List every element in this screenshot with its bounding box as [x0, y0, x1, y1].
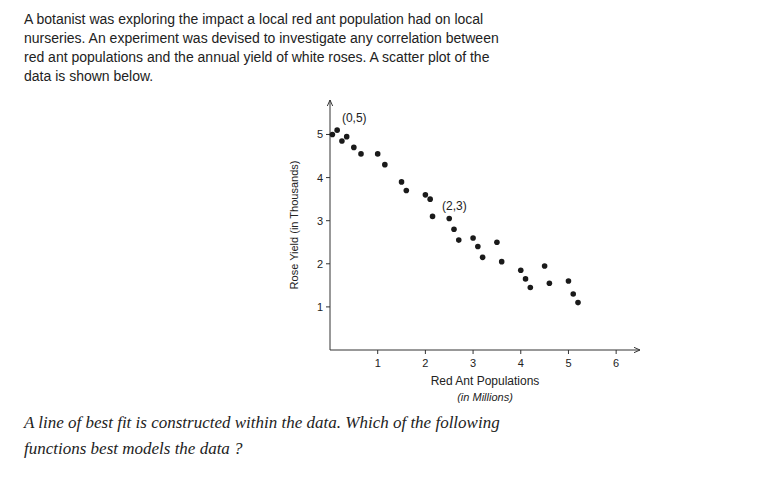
point: [427, 196, 433, 202]
x-tick-label: 2: [422, 357, 428, 369]
point: [456, 237, 462, 243]
point: [423, 192, 429, 198]
y-tick-label: 5: [317, 128, 323, 140]
point: [330, 132, 336, 138]
point: [375, 151, 381, 157]
point: [344, 134, 350, 140]
y-axis: [330, 100, 331, 350]
y-tick: [326, 306, 330, 307]
point: [518, 267, 524, 273]
point: [480, 255, 486, 261]
x-axis: [330, 350, 640, 351]
x-tick: [520, 350, 521, 354]
y-tick-label: 3: [317, 215, 323, 227]
y-tick-label: 1: [317, 301, 323, 313]
x-tick-label: 1: [375, 357, 381, 369]
point: [547, 280, 553, 286]
x-tick-label: 5: [565, 357, 571, 369]
y-tick: [326, 263, 330, 264]
point: [404, 188, 410, 194]
x-axis-label: Red Ant Populations(in Millions): [431, 374, 540, 403]
point: [499, 259, 505, 265]
annotation: (2,3): [442, 199, 467, 213]
point: [470, 235, 476, 241]
title: A botanist was exploring the impact a lo…: [24, 11, 499, 84]
y-tick-label: 4: [317, 172, 323, 184]
point: [399, 179, 405, 185]
point: [382, 162, 388, 168]
x-tick: [616, 350, 617, 354]
point: [542, 263, 548, 269]
point: [575, 300, 581, 306]
x-tick: [377, 350, 378, 354]
x-tick-label: 6: [613, 357, 619, 369]
y-tick-label: 2: [317, 258, 323, 270]
annotation: (0,5): [342, 111, 367, 125]
point: [475, 244, 481, 250]
point: [566, 278, 572, 284]
point: [451, 227, 457, 233]
point: [523, 276, 529, 282]
point: [358, 151, 364, 157]
y-tick: [326, 177, 330, 178]
x-tick: [425, 350, 426, 354]
point: [528, 285, 534, 291]
point: [494, 239, 500, 245]
subtitle: A line of best fit is constructed within…: [23, 413, 500, 458]
point: [570, 291, 576, 297]
y-tick: [326, 220, 330, 221]
point: [334, 127, 340, 133]
chart: A botanist was exploring the impact a lo…: [0, 0, 780, 480]
x-tick: [568, 350, 569, 354]
points: [330, 127, 581, 305]
x-tick: [473, 350, 474, 354]
point: [339, 138, 345, 144]
y-axis-label: Rose Yield (in Thousands): [288, 161, 300, 290]
point: [430, 214, 436, 220]
x-tick-label: 4: [518, 357, 524, 369]
point: [351, 145, 357, 151]
x-tick-label: 3: [470, 357, 476, 369]
y-tick: [326, 134, 330, 135]
point: [446, 216, 452, 222]
